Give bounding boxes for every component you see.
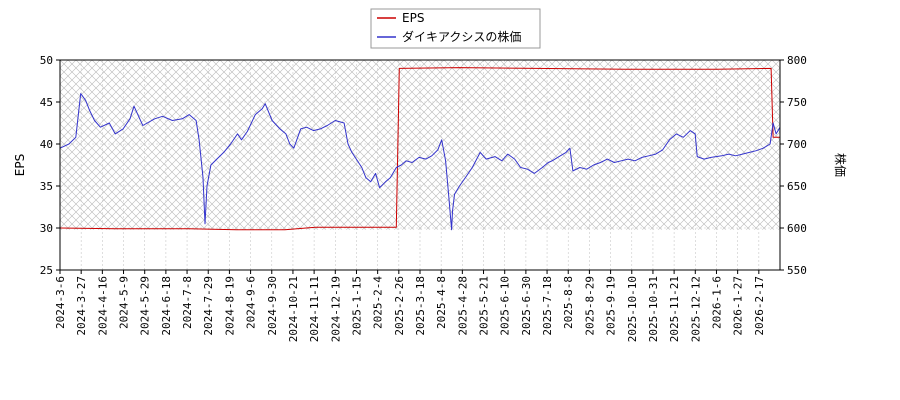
x-tick-label: 2024-3-6	[54, 276, 67, 329]
x-tick-label: 2024-11-11	[308, 276, 321, 342]
x-tick-label: 2025-10-31	[647, 276, 660, 342]
left-tick-label: 50	[40, 54, 53, 67]
eps-line	[59, 67, 780, 231]
x-tick-label: 2024-7-29	[202, 276, 215, 336]
x-tick-label: 2025-8-29	[583, 276, 596, 336]
x-tick-label: 2025-11-21	[668, 276, 681, 342]
left-tick-label: 25	[40, 264, 53, 277]
x-tick-label: 2026-2-17	[753, 276, 766, 336]
x-tick-label: 2025-3-18	[414, 276, 427, 336]
x-tick-label: 2024-9-30	[266, 276, 279, 336]
x-tick-label: 2025-12-12	[689, 276, 702, 342]
x-tick-label: 2024-5-9	[118, 276, 131, 329]
right-axis-title: 株価	[833, 153, 848, 177]
x-tick-label: 2025-4-8	[435, 276, 448, 329]
x-tick-label: 2025-4-28	[456, 276, 469, 336]
axis-ticks: 25 30 35 40 45 50 550 600 650 700 750 800 2024-3-6 20…	[40, 54, 807, 342]
x-tick-label: 2025-6-30	[520, 276, 533, 336]
x-tick-label: 2026-1-6	[710, 276, 723, 329]
series-group	[59, 67, 781, 231]
stock-price-line	[59, 93, 781, 231]
legend-eps-label: EPS	[402, 11, 424, 25]
left-tick-label: 30	[40, 222, 53, 235]
x-tick-label: 2026-1-27	[732, 276, 745, 336]
right-tick-label: 750	[787, 96, 807, 109]
x-tick-label: 2025-5-21	[478, 276, 491, 336]
right-tick-label: 550	[787, 264, 807, 277]
x-tick-label: 2025-7-18	[541, 276, 554, 336]
x-tick-label: 2024-7-8	[181, 276, 194, 329]
right-tick-label: 800	[787, 54, 807, 67]
left-tick-label: 45	[40, 96, 53, 109]
x-tick-label: 2024-9-6	[245, 276, 258, 329]
x-tick-label: 2025-2-26	[393, 276, 406, 336]
x-tick-label: 2024-10-21	[287, 276, 300, 342]
right-tick-label: 700	[787, 138, 807, 151]
right-tick-label: 650	[787, 180, 807, 193]
x-tick-label: 2024-4-16	[96, 276, 109, 336]
legend-price-label: ダイキアクシスの株価	[402, 29, 521, 44]
left-axis-title: EPS	[13, 154, 27, 176]
x-tick-label: 2024-3-27	[75, 276, 88, 336]
x-tick-label: 2024-5-29	[139, 276, 152, 336]
x-tick-label: 2025-1-15	[350, 276, 363, 336]
legend-box	[370, 8, 541, 49]
right-tick-label: 600	[787, 222, 807, 235]
legend: EPS ダイキアクシスの株価	[370, 8, 541, 49]
x-tick-label: 2024-8-19	[223, 276, 236, 336]
x-tick-label: 2025-8-8	[562, 276, 575, 329]
x-tick-label: 2024-6-18	[160, 276, 173, 336]
x-tick-label: 2025-2-4	[372, 276, 385, 329]
left-tick-label: 40	[40, 138, 53, 151]
x-tick-label: 2025-6-10	[499, 276, 512, 336]
x-tick-label: 2025-10-10	[626, 276, 639, 342]
x-tick-label: 2024-12-19	[329, 276, 342, 342]
x-tick-label: 2025-9-19	[605, 276, 618, 336]
left-tick-label: 35	[40, 180, 53, 193]
